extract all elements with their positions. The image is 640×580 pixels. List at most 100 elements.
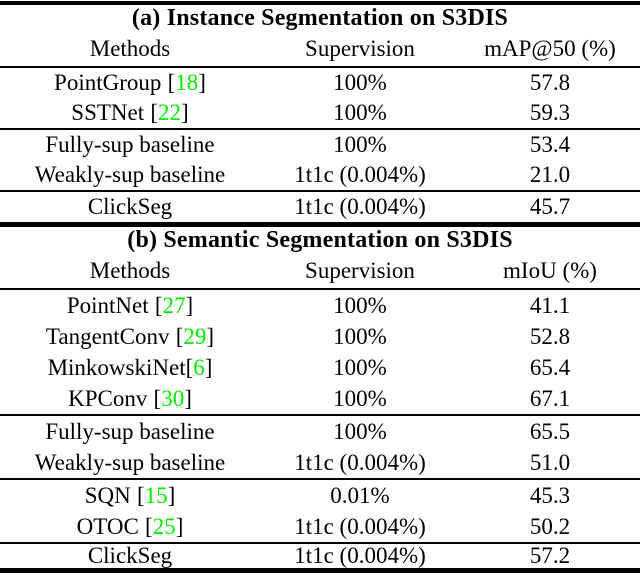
method-name: SQN: [84, 482, 131, 508]
table-row-clickseg: ClickSeg 1t1c (0.004%) 45.7: [0, 192, 640, 222]
citation-ref[interactable]: [29]: [176, 324, 214, 350]
method-name: OTOC: [76, 513, 139, 539]
citation-number: 27: [162, 292, 186, 318]
table-row-kpconv: KPConv [30] 100% 67.1: [0, 383, 640, 414]
citation-number: 30: [161, 385, 185, 411]
method-cell: ClickSeg: [87, 194, 173, 219]
supervision-cell: 0.01%: [330, 482, 390, 508]
citation-number: 29: [183, 323, 207, 349]
table-row-minkowskinet: MinkowskiNet [6] 100% 65.4: [0, 352, 640, 383]
supervision-cell: 100%: [333, 418, 387, 444]
bracket-open: [: [167, 70, 176, 95]
bracket-close: ]: [198, 70, 206, 95]
method-cell: KPConv [30]: [0, 383, 260, 414]
column-header-methods: Methods: [89, 258, 171, 283]
value-cell: 52.8: [529, 323, 571, 349]
bracket-open: [: [136, 482, 145, 508]
method-name: PointNet: [66, 292, 149, 318]
value-cell: 65.5: [529, 418, 571, 444]
table-row-fully-sup-baseline: Fully-sup baseline 100% 53.4: [0, 130, 640, 160]
method-cell: TangentConv [29]: [0, 321, 260, 352]
section-divider-rule: [0, 222, 640, 227]
supervision-cell: 1t1c (0.004%): [294, 449, 426, 475]
supervision-cell: 100%: [333, 292, 387, 318]
bracket-close: ]: [181, 100, 189, 125]
value-cell: 21.0: [529, 162, 571, 187]
bracket-close: ]: [185, 292, 194, 318]
value-cell: 57.8: [529, 70, 571, 95]
value-cell: 50.2: [529, 513, 571, 539]
citation-ref[interactable]: [22]: [150, 100, 188, 126]
bracket-close: ]: [175, 513, 184, 539]
method-cell: Weakly-sup baseline: [34, 162, 226, 187]
method-cell: Fully-sup baseline: [45, 418, 215, 444]
citation-ref[interactable]: [30]: [154, 386, 192, 412]
top-rule: [0, 1, 640, 5]
group-divider-rule: [0, 414, 640, 416]
group-divider-rule: [0, 478, 640, 480]
instance-segmentation-table: (a) Instance Segmentation on S3DIS Metho…: [0, 5, 640, 222]
citation-ref[interactable]: [18]: [168, 70, 206, 96]
table-row-sqn: SQN [15] 0.01% 45.3: [0, 480, 640, 511]
bracket-close: ]: [206, 323, 215, 349]
column-header-metric: mAP@50 (%): [484, 36, 616, 61]
supervision-cell: 100%: [333, 354, 387, 380]
citation-number: 15: [144, 482, 168, 508]
table-row-weakly-sup-baseline: Weakly-sup baseline 1t1c (0.004%) 21.0: [0, 160, 640, 190]
bracket-open: [: [185, 354, 194, 380]
column-header-methods: Methods: [89, 36, 171, 61]
supervision-cell: 1t1c (0.004%): [294, 543, 426, 568]
supervision-cell: 1t1c (0.004%): [294, 162, 426, 187]
supervision-cell: 1t1c (0.004%): [294, 194, 426, 219]
value-cell: 41.1: [529, 292, 571, 318]
method-cell: PointNet [27]: [0, 290, 260, 321]
method-name: MinkowskiNet: [47, 354, 186, 380]
method-cell: Weakly-sup baseline: [34, 449, 226, 475]
group-divider-rule: [0, 190, 640, 192]
table-b-header-row: Methods Supervision mIoU (%): [0, 254, 640, 288]
table-row-weakly-sup-baseline: Weakly-sup baseline 1t1c (0.004%) 51.0: [0, 447, 640, 478]
citation-ref[interactable]: [15]: [137, 483, 175, 509]
table-row-otoc: OTOC [25] 1t1c (0.004%) 50.2: [0, 511, 640, 542]
method-cell: PointGroup [18]: [0, 68, 260, 98]
table-row-clickseg: ClickSeg 1t1c (0.004%) 57.2: [0, 543, 640, 568]
table-row-pointgroup: PointGroup [18] 100% 57.8: [0, 68, 640, 98]
supervision-cell: 100%: [333, 323, 387, 349]
value-cell: 65.4: [529, 354, 571, 380]
bracket-open: [: [153, 385, 162, 411]
table-row-fully-sup-baseline: Fully-sup baseline 100% 65.5: [0, 416, 640, 447]
supervision-cell: 100%: [333, 70, 387, 95]
citation-number: 6: [193, 354, 205, 380]
value-cell: 53.4: [529, 132, 571, 157]
method-cell: SSTNet [22]: [0, 98, 260, 128]
bracket-close: ]: [167, 482, 176, 508]
group-divider-rule: [0, 542, 640, 544]
header-divider-rule: [0, 288, 640, 290]
citation-ref[interactable]: [25]: [145, 514, 183, 540]
column-header-metric: mIoU (%): [503, 258, 597, 283]
method-name: TangentConv: [45, 323, 170, 349]
table-a-title: (a) Instance Segmentation on S3DIS: [131, 5, 509, 31]
supervision-cell: 100%: [333, 100, 387, 125]
value-cell: 59.3: [529, 100, 571, 125]
method-name: PointGroup: [54, 70, 162, 95]
citation-ref[interactable]: [6]: [186, 355, 213, 381]
value-cell: 67.1: [529, 385, 571, 411]
method-cell: OTOC [25]: [0, 511, 260, 542]
bracket-open: [: [145, 513, 153, 539]
citation-ref[interactable]: [27]: [155, 293, 193, 319]
bracket-open: [: [150, 100, 159, 125]
supervision-cell: 1t1c (0.004%): [294, 513, 426, 539]
citation-number: 18: [175, 70, 199, 95]
group-divider-rule: [0, 128, 640, 130]
value-cell: 45.7: [529, 194, 571, 219]
supervision-cell: 100%: [333, 385, 387, 411]
value-cell: 51.0: [529, 449, 571, 475]
column-header-supervision: Supervision: [305, 258, 415, 283]
table-row-tangentconv: TangentConv [29] 100% 52.8: [0, 321, 640, 352]
supervision-cell: 100%: [333, 132, 387, 157]
method-cell: SQN [15]: [0, 480, 260, 511]
column-header-supervision: Supervision: [305, 36, 415, 61]
header-divider-rule: [0, 66, 640, 68]
